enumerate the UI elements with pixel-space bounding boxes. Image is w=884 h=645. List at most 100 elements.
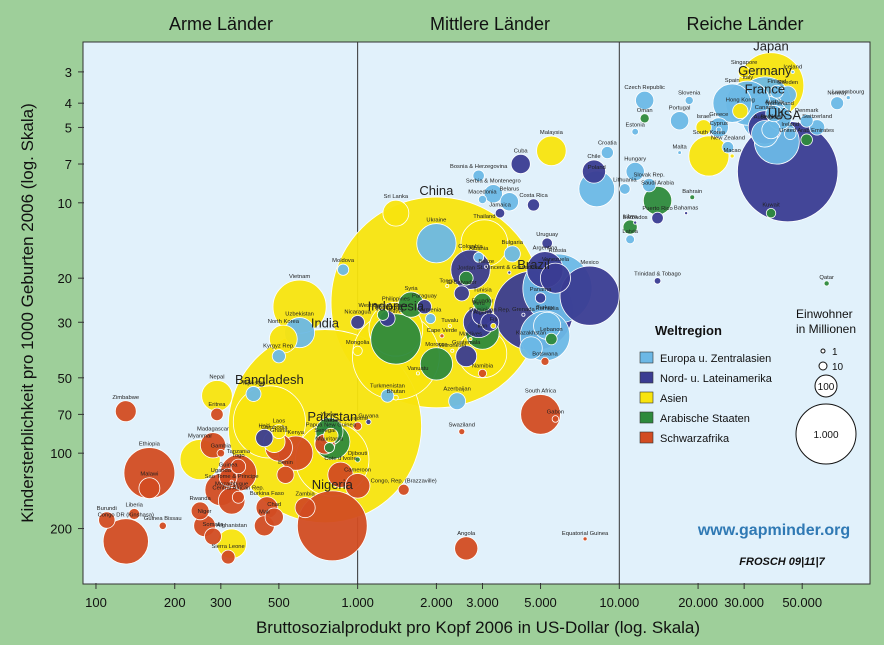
legend-swatch (639, 351, 654, 364)
country-label: Ethiopia (139, 442, 161, 448)
country-label: Azerbaijan (443, 387, 470, 393)
bubble (830, 96, 845, 111)
bubble (353, 421, 363, 431)
country-label: Netherland (765, 101, 793, 107)
bubble (581, 159, 606, 184)
country-label: Sierra Leone (212, 544, 245, 550)
y-tick-label: 20 (58, 271, 72, 286)
x-tick-label: 2.000 (420, 595, 453, 610)
country-label: Cameroon (344, 468, 371, 474)
bubble (473, 251, 485, 263)
country-label: Cape Verde (427, 328, 458, 334)
bubble (255, 428, 274, 448)
bubble (689, 194, 696, 201)
bubble (545, 332, 558, 346)
country-label: Mexico (580, 260, 598, 266)
country-label: Italy (743, 75, 754, 81)
x-tick-label: 1.000 (341, 595, 374, 610)
country-label: Oman (637, 108, 653, 114)
country-label: Canada (755, 105, 776, 111)
bubble (230, 458, 247, 475)
country-label: France (745, 82, 785, 97)
bubble (541, 237, 553, 249)
country-label: Sri Lanka (384, 194, 409, 200)
country-label: Cyprus (710, 121, 728, 127)
country-label: Mongolia (346, 340, 370, 346)
size-label: 1.000 (813, 430, 838, 441)
country-label: Hungary (624, 156, 646, 162)
bubble (448, 392, 466, 411)
bubble (352, 345, 363, 356)
country-label: Iran (477, 323, 487, 329)
bubble (245, 386, 262, 402)
legend: Weltregion Europa u. Zentralasien Nord- u… (639, 307, 857, 465)
bubble (677, 150, 682, 155)
country-label: Yemen (320, 412, 338, 418)
country-label: North Korea (268, 319, 300, 325)
bubble (790, 69, 795, 74)
country-label: Denmark (795, 108, 819, 114)
country-label: Peru (473, 301, 485, 307)
bubble (468, 337, 473, 342)
country-label: Kyrgyz Rep. (263, 344, 295, 350)
bubble (472, 292, 493, 313)
size-label: 100 (818, 382, 835, 393)
bubble (354, 456, 361, 463)
country-label: Kuwait (762, 202, 780, 208)
bubble (510, 154, 531, 175)
bubble (416, 223, 457, 264)
bubble (769, 84, 784, 99)
country-label: Tunisia (473, 287, 492, 293)
bubble (651, 211, 664, 225)
bubble (454, 536, 479, 561)
country-label: Grenada (512, 307, 535, 313)
bubble (536, 135, 567, 167)
legend-label: Arabische Staaten (660, 413, 750, 425)
bubble (653, 277, 662, 285)
country-label: Djibouti (348, 451, 367, 457)
bubble (376, 308, 390, 321)
legend-swatch (639, 431, 654, 444)
bubble (631, 127, 639, 136)
country-label: Slovak Rep. (633, 172, 665, 178)
country-label: Libya (623, 214, 638, 220)
bubble (264, 507, 284, 527)
country-label: Portugal (669, 106, 691, 112)
country-label: Puerto Rico (642, 206, 672, 212)
bubble (425, 313, 437, 325)
country-label: Israel (697, 114, 711, 120)
country-label: Micronesia (438, 343, 467, 349)
watermark-url: www.gapminder.org (697, 522, 850, 539)
country-label: Somalia (203, 522, 225, 528)
country-label: Malaysia (540, 130, 564, 136)
country-label: Norway (827, 91, 847, 97)
bubble (138, 477, 161, 500)
legend-swatch (639, 391, 654, 404)
bubble (344, 473, 371, 499)
country-label: Japan (753, 39, 788, 54)
bubble (128, 508, 141, 520)
bubble (416, 299, 432, 315)
x-axis-label: Bruttosozialprodukt pro Kopf 2006 in US-… (256, 618, 700, 637)
country-label: Vietnam (289, 274, 310, 280)
country-label: Hong Kong (726, 97, 755, 103)
country-label: Burundi (97, 506, 117, 512)
y-tick-label: 4 (65, 96, 72, 111)
bubble-layer (98, 52, 851, 565)
country-label: Niger (198, 509, 212, 515)
country-label: United Arab Emirates (779, 128, 834, 134)
country-label: Central African Rep. (212, 485, 264, 491)
bubble (684, 211, 689, 216)
bubble (419, 347, 453, 381)
bubble (635, 90, 655, 110)
bubble (800, 133, 813, 146)
y-tick-label: 5 (65, 120, 72, 135)
country-label: Argentina (533, 246, 559, 252)
country-label: India (311, 316, 340, 331)
country-label: Jamaica (489, 202, 511, 208)
country-label: Swaziland (449, 423, 475, 429)
bubble (527, 198, 540, 212)
x-tick-label: 200 (164, 595, 186, 610)
